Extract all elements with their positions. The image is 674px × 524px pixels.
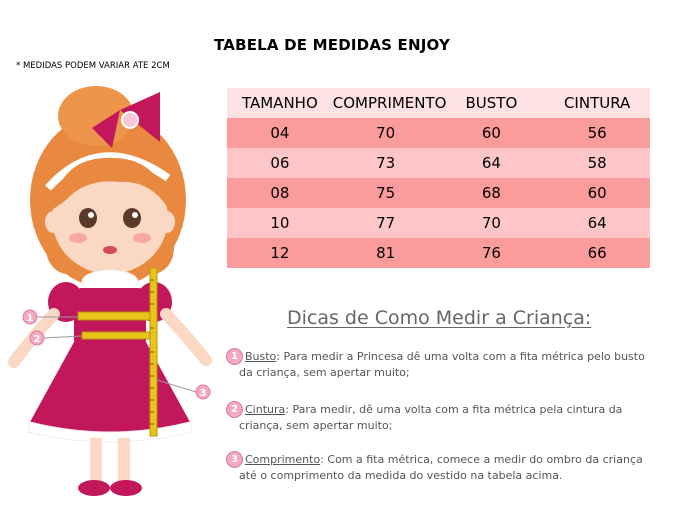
cell-bust: 76 xyxy=(438,238,545,268)
tip-number-badge: 3 xyxy=(226,451,243,468)
cell-bust: 64 xyxy=(438,148,545,178)
tip-text-continued: da criança, sem apertar muito; xyxy=(239,366,410,379)
eye-shape xyxy=(79,208,97,228)
tip-text-continued: até o comprimento da medida do vestido n… xyxy=(239,469,563,482)
tip-term: Comprimento xyxy=(245,453,321,466)
svg-text:1: 1 xyxy=(27,313,34,324)
cell-size: 04 xyxy=(227,118,333,148)
marker-2: 2 xyxy=(29,330,45,346)
cell-length: 77 xyxy=(332,208,439,238)
measurement-note: * MEDIDAS PODEM VARIAR ATE 2CM xyxy=(16,61,170,71)
tip-text: : Com a fita métrica, comece a medir do … xyxy=(320,453,643,466)
svg-text:2: 2 xyxy=(34,334,41,345)
tape-bust xyxy=(77,311,155,321)
cell-length: 70 xyxy=(332,118,439,148)
table-row: 06 73 64 58 xyxy=(227,148,650,178)
cell-size: 10 xyxy=(227,208,333,238)
cell-bust: 60 xyxy=(438,118,545,148)
tip-bust: 1 Busto: Para medir a Princesa dê uma vo… xyxy=(226,348,666,381)
cell-bust: 70 xyxy=(438,208,545,238)
tip-number-badge: 2 xyxy=(226,401,243,418)
size-table: TAMANHO COMPRIMENTO BUSTO CINTURA 04 70 … xyxy=(227,88,650,268)
tip-text: : Para medir a Princesa dê uma volta com… xyxy=(276,350,645,363)
cell-waist: 66 xyxy=(544,238,650,268)
tip-length: 3 Comprimento: Com a fita métrica, comec… xyxy=(226,451,666,484)
tip-term: Cintura xyxy=(245,403,286,416)
header-busto: BUSTO xyxy=(438,88,545,118)
tape-waist xyxy=(81,331,155,340)
tip-term: Busto xyxy=(245,350,277,363)
cell-bust: 68 xyxy=(438,178,545,208)
bow-shape xyxy=(120,92,160,142)
cell-length: 75 xyxy=(332,178,439,208)
cell-size: 06 xyxy=(227,148,333,178)
face-shape xyxy=(52,162,168,274)
table-header-row: TAMANHO COMPRIMENTO BUSTO CINTURA xyxy=(227,88,650,118)
table-row: 12 81 76 66 xyxy=(227,238,650,268)
cell-waist: 64 xyxy=(544,208,650,238)
table-row: 10 77 70 64 xyxy=(227,208,650,238)
cell-length: 81 xyxy=(332,238,439,268)
cell-size: 12 xyxy=(227,238,333,268)
tips-title: Dicas de Como Medir a Criança: xyxy=(287,307,592,329)
tip-waist: 2 Cintura: Para medir, dê uma volta com … xyxy=(226,401,666,434)
header-cintura: CINTURA xyxy=(544,88,650,118)
marker-3: 3 xyxy=(195,384,211,400)
cell-length: 73 xyxy=(332,148,439,178)
cell-size: 08 xyxy=(227,178,333,208)
cell-waist: 56 xyxy=(544,118,650,148)
tip-text: : Para medir, dê uma volta com a fita mé… xyxy=(285,403,623,416)
table-row: 08 75 68 60 xyxy=(227,178,650,208)
header-comprimento: COMPRIMENTO xyxy=(332,88,446,118)
marker-1: 1 xyxy=(22,309,38,325)
tip-text-continued: criança, sem apertar muito; xyxy=(239,419,393,432)
tip-number-badge: 1 xyxy=(226,348,243,365)
header-tamanho: TAMANHO xyxy=(227,88,333,118)
headband-shape xyxy=(45,152,171,191)
cell-waist: 60 xyxy=(544,178,650,208)
page-title: TABELA DE MEDIDAS ENJOY xyxy=(214,36,451,54)
svg-text:3: 3 xyxy=(200,388,207,399)
table-row: 04 70 60 56 xyxy=(227,118,650,148)
cell-waist: 58 xyxy=(544,148,650,178)
child-measurement-illustration: 1 2 3 xyxy=(8,86,212,496)
